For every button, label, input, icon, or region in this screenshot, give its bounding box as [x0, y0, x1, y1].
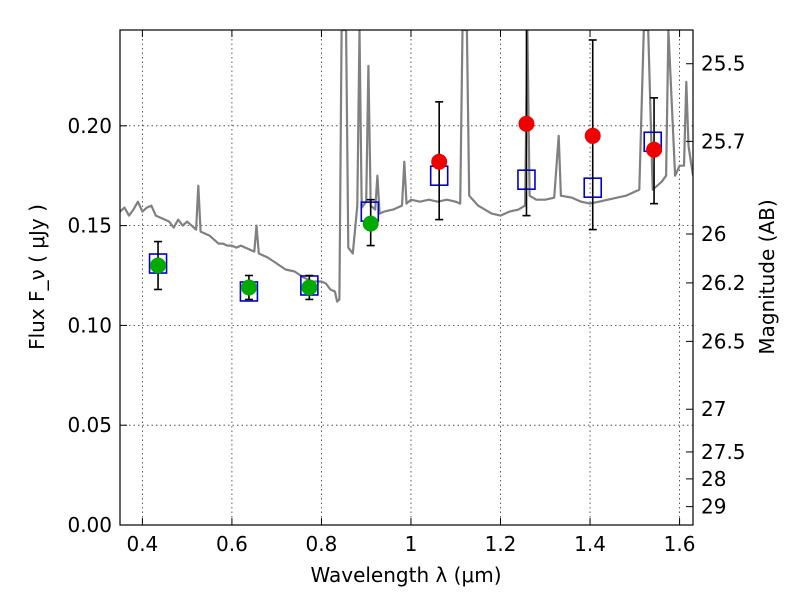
observed-flux-point [150, 257, 167, 274]
y2-tick-label: 27.5 [701, 440, 746, 464]
y2-tick-label: 28 [701, 467, 726, 491]
y-tick-label: 0.00 [67, 513, 112, 537]
plot-frame [119, 29, 694, 526]
observed-flux-point [431, 153, 448, 170]
observed-flux-point [518, 115, 535, 132]
x-axis-label: Wavelength λ (μm) [310, 563, 501, 587]
x-tick-label: 0.8 [306, 532, 338, 556]
y-axis-left: 0.00 0.05 0.10 0.15 0.20 [67, 114, 127, 537]
plot-area [120, 30, 693, 303]
y2-tick-label: 27 [701, 397, 726, 421]
x-tick-label: 0.6 [216, 532, 248, 556]
y2-tick-label: 26.2 [701, 271, 746, 295]
x-tick-label: 0.4 [126, 532, 158, 556]
x-tick-label: 1.2 [485, 532, 517, 556]
y2-tick-label: 25.5 [701, 52, 746, 76]
x-tick-label: 1.6 [664, 532, 696, 556]
observed-flux-point [240, 279, 257, 296]
y-tick-label: 0.10 [67, 313, 112, 337]
model-spectrum-line [120, 30, 693, 303]
y2-tick-label: 26.5 [701, 329, 746, 353]
y2-tick-label: 25.7 [701, 129, 746, 153]
x-axis: 0.4 0.6 0.8 1 1.2 1.4 1.6 [126, 30, 695, 556]
x-tick-label: 1 [405, 532, 418, 556]
x-tick-label: 1.4 [574, 532, 606, 556]
y2-tick-label: 26 [701, 222, 726, 246]
y-tick-label: 0.15 [67, 214, 112, 238]
observed-flux-point [646, 141, 663, 158]
y2-tick-label: 29 [701, 495, 726, 519]
y-axis-right: 25.5 25.7 26 26.2 26.5 27 27.5 28 29 [686, 52, 746, 519]
y-tick-label: 0.05 [67, 413, 112, 437]
y-axis-label: Flux F_ν ( μJy ) [25, 204, 49, 350]
y-tick-label: 0.20 [67, 114, 112, 138]
observed-flux-point [584, 127, 601, 144]
y2-axis-label: Magnitude (AB) [755, 199, 779, 354]
observed-flux-point [362, 215, 379, 232]
grid-lines [120, 30, 693, 526]
observed-flux-point [301, 279, 318, 296]
